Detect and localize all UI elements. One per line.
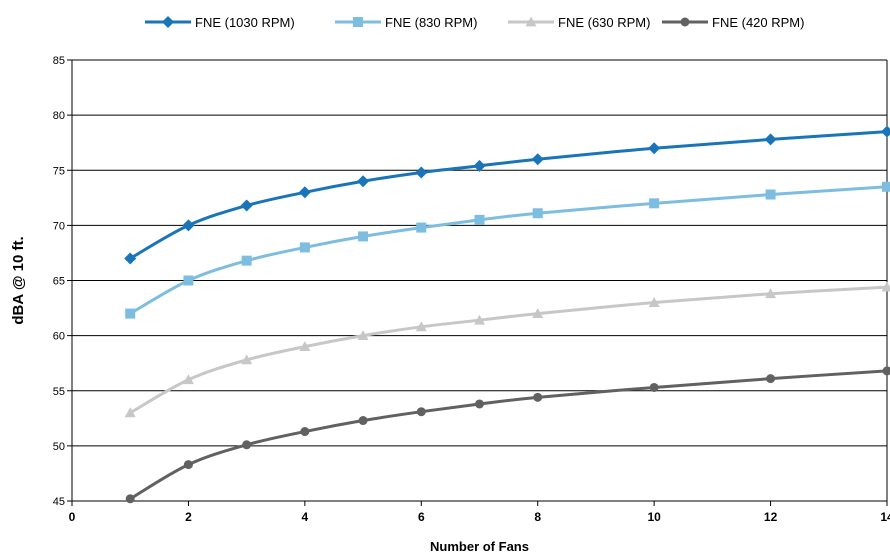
x-tick-label: 12 (764, 510, 778, 524)
data-point (300, 427, 310, 437)
data-point (124, 407, 136, 418)
x-tick-label: 4 (302, 510, 309, 524)
y-tick-label: 50 (53, 441, 65, 453)
legend-item-3: FNE (420 RPM) (662, 15, 804, 30)
x-tick-label: 10 (647, 510, 661, 524)
x-axis-title: Number of Fans (430, 539, 529, 554)
data-point (357, 175, 370, 188)
data-point (881, 281, 890, 292)
legend-label: FNE (420 RPM) (712, 15, 804, 30)
data-point (298, 186, 311, 199)
y-tick-label: 75 (53, 165, 65, 177)
x-tick-label: 14 (880, 510, 890, 524)
y-tick-label: 70 (53, 220, 65, 232)
legend-item-1: FNE (830 RPM) (335, 15, 477, 30)
data-point (415, 166, 428, 179)
data-point (765, 189, 776, 200)
y-tick-label: 60 (53, 331, 65, 343)
data-point (532, 208, 543, 219)
data-point (183, 460, 193, 470)
x-tick-label: 0 (69, 510, 76, 524)
series-line (129, 185, 888, 315)
data-point (240, 199, 253, 212)
data-point (358, 231, 369, 242)
data-point (299, 341, 311, 352)
data-point (357, 330, 369, 341)
gridlines (72, 59, 887, 502)
legend-marker (680, 17, 690, 27)
data-point (125, 308, 136, 319)
y-tick-label: 85 (53, 55, 65, 67)
legend-label: FNE (1030 RPM) (195, 15, 295, 30)
legend-item-2: FNE (630 RPM) (508, 15, 650, 30)
legend-item-0: FNE (1030 RPM) (145, 15, 295, 30)
data-point (649, 382, 659, 392)
data-point (473, 159, 486, 172)
data-point (882, 181, 890, 192)
data-point (533, 392, 543, 402)
series-line (129, 130, 888, 260)
data-point (183, 275, 194, 286)
legend-marker (353, 17, 363, 27)
data-point (649, 198, 660, 209)
series-0 (124, 125, 890, 265)
x-tick-label: 8 (534, 510, 541, 524)
data-point (766, 374, 776, 384)
y-tick-label: 65 (53, 276, 65, 288)
series-3 (125, 366, 890, 504)
data-point (242, 440, 252, 450)
data-point (882, 366, 890, 376)
legend-marker (525, 16, 537, 27)
legend-label: FNE (630 RPM) (558, 15, 650, 30)
data-point (881, 125, 890, 138)
data-point (416, 222, 427, 233)
y-tick-label: 55 (53, 386, 65, 398)
data-point (416, 407, 426, 417)
data-point (125, 494, 135, 504)
data-point (648, 142, 661, 155)
series-lines (124, 125, 890, 504)
y-axis-ticks: 45 50 55 60 65 70 75 80 85 (53, 55, 72, 508)
data-point (765, 288, 777, 299)
data-point (415, 321, 427, 332)
data-point (474, 314, 485, 325)
data-point (124, 252, 137, 265)
x-axis-ticks: 0 2 4 6 8 10 12 14 (69, 501, 890, 524)
series-1 (125, 181, 890, 319)
x-tick-label: 6 (418, 510, 425, 524)
y-tick-label: 45 (53, 496, 65, 508)
data-point (358, 416, 368, 426)
legend: FNE (1030 RPM) FNE (830 RPM) FNE (630 RPM)… (145, 15, 804, 30)
series-2 (124, 281, 890, 418)
data-point (474, 214, 485, 225)
series-line (129, 285, 888, 415)
data-point (531, 153, 544, 166)
y-axis-title: dBA @ 10 ft. (10, 236, 27, 324)
data-point (182, 219, 195, 232)
data-point (764, 133, 777, 146)
data-point (241, 255, 252, 266)
y-tick-label: 80 (53, 110, 65, 122)
data-point (241, 354, 253, 365)
data-point (648, 297, 660, 307)
x-tick-label: 2 (185, 510, 192, 524)
series-line (129, 369, 888, 501)
data-point (475, 399, 484, 409)
data-point (182, 374, 194, 385)
legend-label: FNE (830 RPM) (385, 15, 477, 30)
data-point (532, 308, 544, 318)
data-point (299, 242, 310, 253)
legend-marker (162, 16, 174, 28)
